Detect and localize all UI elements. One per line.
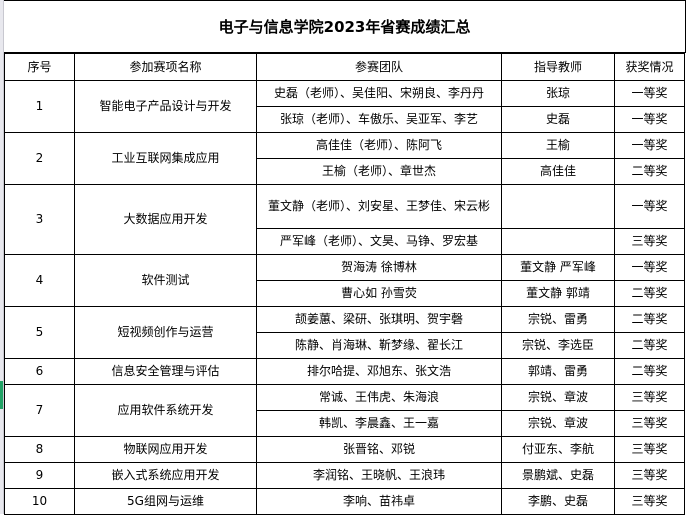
cell-award[interactable]: 二等奖 bbox=[614, 332, 685, 359]
cell-team[interactable]: 曹心如 孙雪荧 bbox=[256, 280, 502, 307]
table-row: 10 5G组网与运维 李响、苗祎卓 李鹏、史磊 三等奖 bbox=[4, 488, 685, 515]
cell-event[interactable]: 短视频创作与运营 bbox=[74, 306, 257, 359]
table-row: 张琼（老师）、车傲乐、吴亚军、李艺 史磊 一等奖 bbox=[5, 106, 685, 133]
table-row: 9 嵌入式系统应用开发 李润铭、王晓帆、王浪玮 景鹏斌、史磊 三等奖 bbox=[4, 462, 685, 489]
table-row: 8 物联网应用开发 张晋铭、邓锐 付亚东、李航 三等奖 bbox=[4, 436, 685, 463]
cell-team[interactable]: 王榆（老师）、章世杰 bbox=[256, 158, 502, 185]
cell-advisor[interactable]: 张琼 bbox=[501, 80, 615, 107]
cell-team[interactable]: 李响、苗祎卓 bbox=[256, 488, 502, 515]
table-row: 严军峰（老师）、文昊、马铮、罗宏基 三等奖 bbox=[5, 228, 685, 255]
cell-team[interactable]: 陈静、肖海琳、靳梦缘、翟长江 bbox=[256, 332, 502, 359]
cell-advisor[interactable]: 付亚东、李航 bbox=[501, 436, 615, 463]
cell-team[interactable]: 严军峰（老师）、文昊、马铮、罗宏基 bbox=[256, 228, 502, 255]
cell-team[interactable]: 史磊（老师）、吴佳阳、宋朔良、李丹丹 bbox=[256, 80, 502, 107]
cell-no[interactable]: 4 bbox=[4, 254, 75, 307]
cell-event[interactable]: 信息安全管理与评估 bbox=[74, 358, 257, 385]
cell-advisor[interactable]: 高佳佳 bbox=[501, 158, 615, 185]
cell-no[interactable]: 3 bbox=[4, 184, 75, 255]
cell-no[interactable]: 1 bbox=[4, 80, 75, 133]
table-row: 曹心如 孙雪荧 董文静 郭靖 二等奖 bbox=[5, 280, 685, 307]
cell-advisor[interactable]: 宗锐、章波 bbox=[501, 384, 615, 411]
table-row: 3 大数据应用开发 董文静（老师）、刘安星、王梦佳、宋云彬 一等奖 bbox=[4, 184, 685, 255]
table-row: 5 短视频创作与运营 颉姜蕙、梁研、张琪明、贺宇磬 宗锐、雷勇 二等奖 bbox=[4, 306, 685, 359]
cell-advisor[interactable]: 宗锐、章波 bbox=[501, 410, 615, 437]
cell-no[interactable]: 5 bbox=[4, 306, 75, 359]
cell-team[interactable]: 常诚、王伟虎、朱海浪 bbox=[256, 384, 502, 411]
cell-advisor[interactable]: 景鹏斌、史磊 bbox=[501, 462, 615, 489]
cell-event[interactable]: 工业互联网集成应用 bbox=[74, 132, 257, 185]
header-no[interactable]: 序号 bbox=[4, 53, 75, 81]
cell-no[interactable]: 8 bbox=[4, 436, 75, 463]
cell-team[interactable]: 李润铭、王晓帆、王浪玮 bbox=[256, 462, 502, 489]
cell-no[interactable]: 7 bbox=[4, 384, 75, 437]
cell-team[interactable]: 张琼（老师）、车傲乐、吴亚军、李艺 bbox=[256, 106, 502, 133]
cell-event[interactable]: 智能电子产品设计与开发 bbox=[74, 80, 257, 133]
cell-advisor[interactable]: 李鹏、史磊 bbox=[501, 488, 615, 515]
cell-award[interactable]: 一等奖 bbox=[614, 184, 685, 229]
cell-award[interactable]: 一等奖 bbox=[614, 106, 685, 133]
cell-award[interactable]: 二等奖 bbox=[614, 306, 685, 333]
results-table: 序号 参加赛项名称 参赛团队 指导教师 获奖情况 1 智能电子产品设计与开发 史磊（… bbox=[4, 53, 685, 515]
cell-no[interactable]: 10 bbox=[4, 488, 75, 515]
cell-no[interactable]: 2 bbox=[4, 132, 75, 185]
cell-team[interactable]: 高佳佳（老师）、陈阿飞 bbox=[256, 132, 502, 159]
cell-team[interactable]: 韩凯、李晨鑫、王一嘉 bbox=[256, 410, 502, 437]
cell-team[interactable]: 颉姜蕙、梁研、张琪明、贺宇磬 bbox=[256, 306, 502, 333]
cell-no[interactable]: 9 bbox=[4, 462, 75, 489]
cell-advisor[interactable]: 宗锐、李选臣 bbox=[501, 332, 615, 359]
cell-team[interactable]: 排尔哈提、邓旭东、张文浩 bbox=[256, 358, 502, 385]
cell-event[interactable]: 软件测试 bbox=[74, 254, 257, 307]
cell-advisor[interactable]: 董文静 严军峰 bbox=[501, 254, 615, 281]
cell-advisor[interactable]: 史磊 bbox=[501, 106, 615, 133]
cell-award[interactable]: 二等奖 bbox=[614, 280, 685, 307]
cell-no[interactable]: 6 bbox=[4, 358, 75, 385]
cell-advisor[interactable] bbox=[501, 228, 615, 255]
cell-award[interactable]: 三等奖 bbox=[614, 436, 685, 463]
table-row: 1 智能电子产品设计与开发 史磊（老师）、吴佳阳、宋朔良、李丹丹 张琼 一等奖 bbox=[4, 80, 685, 133]
row-header-gutter bbox=[0, 0, 4, 514]
cell-award[interactable]: 三等奖 bbox=[614, 410, 685, 437]
cell-event[interactable]: 应用软件系统开发 bbox=[74, 384, 257, 437]
cell-award[interactable]: 二等奖 bbox=[614, 358, 685, 385]
table-row: 4 软件测试 贺海涛 徐博林 董文静 严军峰 一等奖 bbox=[4, 254, 685, 307]
cell-award[interactable]: 三等奖 bbox=[614, 462, 685, 489]
cell-award[interactable]: 一等奖 bbox=[614, 132, 685, 159]
selected-row-marker bbox=[0, 381, 3, 409]
header-advisor[interactable]: 指导教师 bbox=[501, 53, 615, 81]
cell-award[interactable]: 一等奖 bbox=[614, 254, 685, 281]
cell-team[interactable]: 张晋铭、邓锐 bbox=[256, 436, 502, 463]
cell-team[interactable]: 贺海涛 徐博林 bbox=[256, 254, 502, 281]
header-event[interactable]: 参加赛项名称 bbox=[74, 53, 257, 81]
cell-advisor[interactable]: 宗锐、雷勇 bbox=[501, 306, 615, 333]
table-row: 2 工业互联网集成应用 高佳佳（老师）、陈阿飞 王榆 一等奖 bbox=[4, 132, 685, 185]
sheet-title[interactable]: 电子与信息学院2023年省赛成绩汇总 bbox=[4, 0, 686, 53]
cell-advisor[interactable]: 郭靖、雷勇 bbox=[501, 358, 615, 385]
cell-advisor[interactable] bbox=[501, 184, 615, 229]
header-row: 序号 参加赛项名称 参赛团队 指导教师 获奖情况 bbox=[4, 53, 685, 81]
cell-award[interactable]: 二等奖 bbox=[614, 158, 685, 185]
table-row: 6 信息安全管理与评估 排尔哈提、邓旭东、张文浩 郭靖、雷勇 二等奖 bbox=[4, 358, 685, 385]
header-award[interactable]: 获奖情况 bbox=[614, 53, 685, 81]
cell-award[interactable]: 一等奖 bbox=[614, 80, 685, 107]
cell-event[interactable]: 5G组网与运维 bbox=[74, 488, 257, 515]
table-row: 7 应用软件系统开发 常诚、王伟虎、朱海浪 宗锐、章波 三等奖 bbox=[4, 384, 685, 437]
cell-event[interactable]: 嵌入式系统应用开发 bbox=[74, 462, 257, 489]
header-team[interactable]: 参赛团队 bbox=[256, 53, 502, 81]
table-row: 王榆（老师）、章世杰 高佳佳 二等奖 bbox=[5, 158, 685, 185]
cell-advisor[interactable]: 王榆 bbox=[501, 132, 615, 159]
cell-award[interactable]: 三等奖 bbox=[614, 228, 685, 255]
cell-award[interactable]: 三等奖 bbox=[614, 384, 685, 411]
cell-event[interactable]: 大数据应用开发 bbox=[74, 184, 257, 255]
cell-event[interactable]: 物联网应用开发 bbox=[74, 436, 257, 463]
table-row: 韩凯、李晨鑫、王一嘉 宗锐、章波 三等奖 bbox=[5, 410, 685, 437]
cell-advisor[interactable]: 董文静 郭靖 bbox=[501, 280, 615, 307]
cell-team[interactable]: 董文静（老师）、刘安星、王梦佳、宋云彬 bbox=[256, 184, 502, 229]
table-row: 陈静、肖海琳、靳梦缘、翟长江 宗锐、李选臣 二等奖 bbox=[5, 332, 685, 359]
cell-award[interactable]: 三等奖 bbox=[614, 488, 685, 515]
